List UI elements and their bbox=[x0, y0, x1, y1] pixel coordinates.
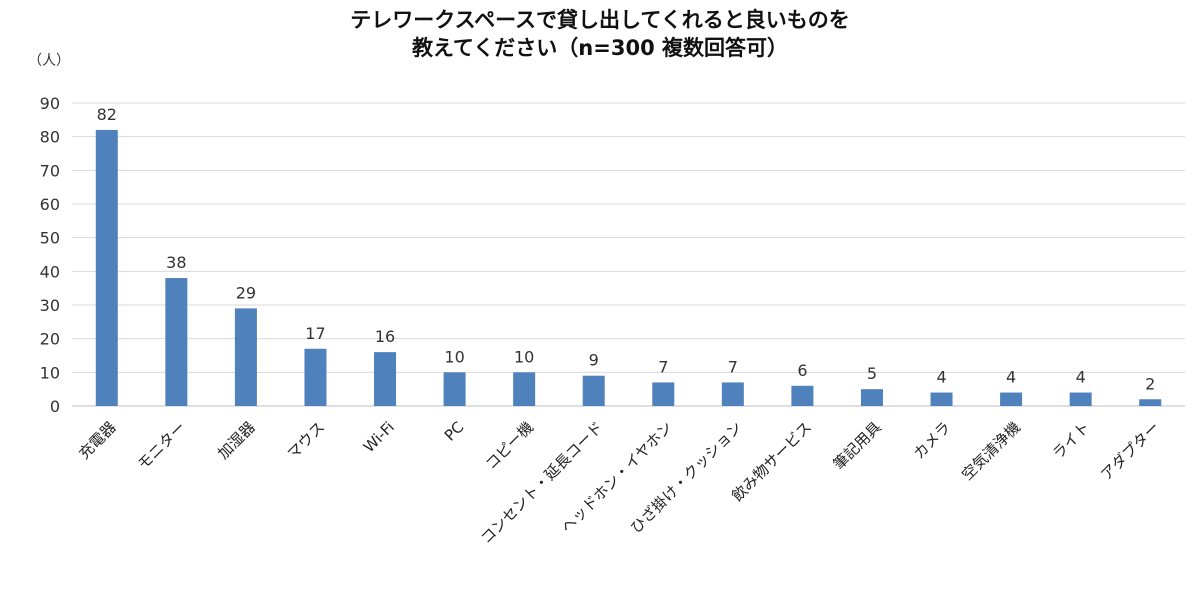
bar bbox=[721, 382, 744, 406]
y-tick-label: 0 bbox=[50, 397, 60, 416]
data-label: 5 bbox=[867, 364, 877, 383]
data-label: 2 bbox=[1145, 374, 1155, 393]
chart-title: テレワークスペースで貸し出してくれると良いものを 教えてください（n=300 複… bbox=[0, 6, 1200, 62]
data-label: 9 bbox=[589, 351, 599, 370]
y-tick-label: 80 bbox=[40, 128, 60, 147]
y-tick-label: 90 bbox=[40, 94, 60, 113]
bar bbox=[304, 348, 327, 406]
data-label: 38 bbox=[166, 253, 186, 272]
category-labels: 充電器 モニター 加湿器 マウス Wi-Fi PC コピー機コンセント・延長コードヘッドホン… bbox=[75, 418, 1163, 547]
category-label: コンセント・延長コード bbox=[477, 418, 606, 547]
category-label: 空気清浄機 bbox=[958, 418, 1024, 484]
chart-title-line-2: 教えてください（n=300 複数回答可） bbox=[411, 36, 788, 60]
bar bbox=[95, 129, 118, 406]
data-label: 10 bbox=[514, 347, 534, 366]
data-label: 7 bbox=[658, 357, 668, 376]
category-label: 充電器 bbox=[75, 418, 120, 463]
data-label: 4 bbox=[936, 368, 946, 387]
category-label: アダプター bbox=[1097, 418, 1163, 484]
bar bbox=[930, 392, 953, 406]
data-label: 10 bbox=[444, 347, 464, 366]
data-label: 4 bbox=[1006, 368, 1016, 387]
data-labels: 82 38 29 17 16 10 10 9 7 7 6 5 4 4 4 2 bbox=[97, 105, 1156, 393]
category-label: PC bbox=[441, 418, 468, 445]
bar bbox=[1139, 399, 1162, 406]
category-label: カメラ bbox=[910, 418, 955, 463]
bars bbox=[95, 129, 1162, 406]
category-label: モニター bbox=[134, 418, 189, 473]
bar bbox=[165, 278, 188, 406]
data-label: 6 bbox=[797, 361, 807, 380]
bar bbox=[513, 372, 536, 406]
y-tick-label: 10 bbox=[40, 363, 60, 382]
category-label: コピー機 bbox=[482, 418, 537, 473]
category-label: Wi-Fi bbox=[360, 418, 398, 456]
chart-title-line-1: テレワークスペースで貸し出してくれると良いものを bbox=[350, 8, 850, 32]
data-label: 17 bbox=[305, 324, 325, 343]
data-label: 82 bbox=[97, 105, 117, 124]
bar bbox=[1069, 392, 1092, 406]
y-axis-ticks: 0 10 20 30 40 50 60 70 80 90 bbox=[40, 94, 60, 416]
bar bbox=[860, 389, 883, 406]
bar bbox=[1000, 392, 1023, 406]
data-label: 7 bbox=[728, 357, 738, 376]
y-tick-label: 50 bbox=[40, 229, 60, 248]
data-label: 16 bbox=[375, 327, 395, 346]
y-axis-unit-label: （人） bbox=[28, 53, 70, 69]
data-label: 4 bbox=[1076, 368, 1086, 387]
y-tick-label: 60 bbox=[40, 195, 60, 214]
y-tick-label: 30 bbox=[40, 296, 60, 315]
bar bbox=[652, 382, 675, 406]
y-tick-label: 20 bbox=[40, 330, 60, 349]
bar bbox=[582, 375, 605, 406]
category-label: 加湿器 bbox=[214, 418, 259, 463]
y-tick-label: 40 bbox=[40, 262, 60, 281]
bar bbox=[374, 352, 397, 406]
category-label: 筆記用具 bbox=[830, 418, 885, 473]
gridlines bbox=[72, 102, 1185, 407]
bar bbox=[791, 385, 814, 406]
bar bbox=[234, 308, 257, 406]
category-label: ライト bbox=[1049, 418, 1094, 463]
category-label: マウス bbox=[284, 418, 329, 463]
bar bbox=[443, 372, 466, 406]
data-label: 29 bbox=[236, 283, 256, 302]
y-tick-label: 70 bbox=[40, 161, 60, 180]
